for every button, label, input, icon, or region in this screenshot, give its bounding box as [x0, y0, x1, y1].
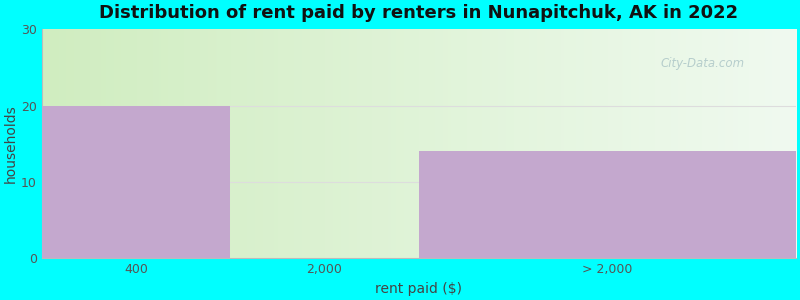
- Bar: [42, 106, 230, 258]
- Y-axis label: households: households: [4, 104, 18, 183]
- X-axis label: rent paid ($): rent paid ($): [375, 282, 462, 296]
- Bar: [418, 152, 796, 258]
- Text: City-Data.com: City-Data.com: [660, 57, 744, 70]
- Title: Distribution of rent paid by renters in Nunapitchuk, AK in 2022: Distribution of rent paid by renters in …: [99, 4, 738, 22]
